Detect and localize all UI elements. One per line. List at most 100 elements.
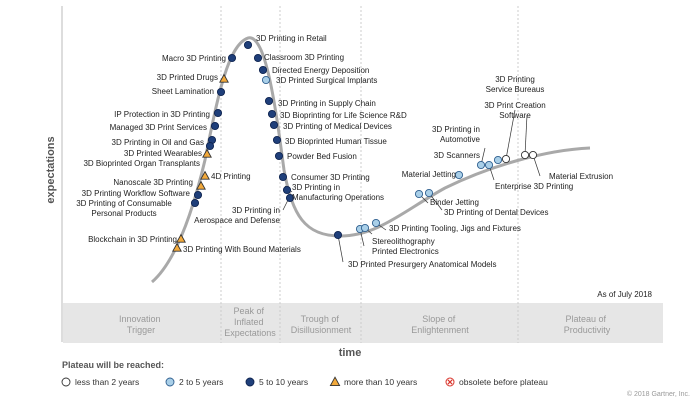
x-axis-label: time [339, 347, 362, 359]
copyright: © 2018 Gartner, Inc. [627, 390, 690, 398]
tech-marker-circle-icon [414, 189, 424, 199]
tech-marker-triangle-icon [172, 242, 182, 252]
tech-marker-circle-icon [285, 193, 295, 203]
legend-red-x-circle-icon [445, 377, 455, 387]
tech-label: 3D Printing in Oil and Gas [112, 138, 205, 147]
legend-light-blue-circle-icon [165, 377, 175, 387]
tech-marker-circle-icon [493, 155, 503, 165]
leader-line [524, 114, 528, 156]
tech-label: Sheet Lamination [152, 87, 214, 96]
tech-marker-triangle-icon [200, 170, 210, 180]
tech-label: Directed Energy Deposition [272, 66, 369, 75]
legend-item-label: less than 2 years [75, 377, 139, 387]
tech-label: 3D Scanners [434, 151, 480, 160]
tech-label: Consumer 3D Printing [291, 173, 370, 182]
tech-label: 3D Printing Tooling, Jigs and Fixtures [389, 224, 521, 233]
as-of-date: As of July 2018 [597, 290, 652, 299]
tech-marker-circle-icon [282, 185, 292, 195]
tech-marker-circle-icon [216, 87, 226, 97]
legend-white-circle-icon [61, 377, 71, 387]
phase-label-trough: Trough of Disillusionment [291, 314, 352, 335]
tech-marker-circle-icon [267, 109, 277, 119]
tech-marker-circle-icon [484, 160, 494, 170]
tech-marker-circle-icon [269, 120, 279, 130]
tech-marker-circle-icon [278, 172, 288, 182]
tech-marker-circle-icon [243, 40, 253, 50]
tech-label: 3D Printing in Automotive [432, 125, 481, 144]
legend-item-label: 2 to 5 years [179, 377, 223, 387]
tech-marker-circle-icon [258, 65, 268, 75]
legend-dark-blue-circle-icon [245, 377, 255, 387]
tech-label: Managed 3D Print Services [110, 123, 207, 132]
tech-marker-circle-icon [213, 108, 223, 118]
leader-line [337, 234, 344, 263]
tech-label: 3D Printed Presurgery Anatomical Models [348, 260, 497, 269]
phase-label-innovation-trigger: Innovation Trigger [119, 314, 163, 335]
tech-marker-circle-icon [210, 121, 220, 131]
tech-label: Material Extrusion [549, 172, 613, 181]
tech-marker-circle-icon [424, 188, 434, 198]
tech-label: 3D Bioprinting for Life Science R&D [280, 111, 407, 120]
tech-label: Stereolithography [372, 237, 435, 246]
tech-marker-circle-icon [360, 223, 370, 233]
tech-marker-circle-icon [274, 151, 284, 161]
tech-marker-triangle-icon [176, 233, 186, 243]
tech-marker-circle-icon [371, 218, 381, 228]
tech-label: Blockchain in 3D Printing [88, 235, 177, 244]
legend-orange-triangle-icon [329, 376, 341, 387]
tech-marker-circle-icon [528, 150, 538, 160]
tech-marker-triangle-icon [196, 180, 206, 190]
tech-marker-circle-icon [454, 170, 464, 180]
tech-marker-circle-icon [205, 141, 215, 151]
legend-item-label: 5 to 10 years [259, 377, 308, 387]
phase-band [63, 303, 663, 343]
tech-label: Classroom 3D Printing [264, 53, 344, 62]
tech-marker-circle-icon [227, 53, 237, 63]
tech-label: Enterprise 3D Printing [495, 182, 573, 191]
tech-label: 4D Printing [211, 172, 251, 181]
tech-marker-circle-icon [193, 190, 203, 200]
tech-label: 3D Printing of Dental Devices [444, 208, 549, 217]
tech-label: Nanoscale 3D Printing [113, 178, 193, 187]
tech-label: 3D Printing of Medical Devices [283, 122, 392, 131]
tech-marker-circle-icon [476, 160, 486, 170]
tech-marker-circle-icon [190, 198, 200, 208]
tech-marker-triangle-icon [202, 148, 212, 158]
tech-label: 3D Printing Workflow Software [82, 189, 191, 198]
tech-label: Macro 3D Printing [162, 54, 226, 63]
tech-label: 3D Printed Wearables [124, 149, 202, 158]
legend-title: Plateau will be reached: [62, 360, 164, 370]
tech-marker-triangle-icon [219, 73, 229, 83]
hype-curve [151, 36, 591, 284]
tech-marker-circle-icon [253, 53, 263, 63]
tech-label: 3D Printing in Aerospace and Defense [194, 206, 280, 225]
tech-marker-circle-icon [264, 96, 274, 106]
tech-label: 3D Printed Surgical Implants [276, 76, 377, 85]
legend-item-label: more than 10 years [344, 377, 417, 387]
tech-label: Powder Bed Fusion [287, 152, 357, 161]
tech-label: IP Protection in 3D Printing [114, 110, 210, 119]
tech-label: 3D Printed Drugs [157, 73, 218, 82]
tech-label: Binder Jetting [430, 198, 479, 207]
tech-marker-circle-icon [272, 135, 282, 145]
tech-label: 3D Printing of Consumable Personal Produc… [76, 199, 172, 218]
phase-label-peak: Peak of Inflated Expectations [224, 306, 276, 338]
tech-label: Printed Electronics [372, 247, 439, 256]
phase-label-plateau: Plateau of Productivity [564, 314, 611, 335]
tech-label: 3D Printing in Manufacturing Operations [292, 183, 384, 202]
tech-label: 3D Bioprinted Human Tissue [285, 137, 387, 146]
tech-label: Material Jetting [402, 170, 456, 179]
tech-marker-circle-icon [333, 230, 343, 240]
leader-line [505, 109, 516, 160]
tech-label: 3D Printing in Supply Chain [278, 99, 376, 108]
tech-marker-circle-icon [501, 154, 511, 164]
tech-label: 3D Printing Service Bureaus [486, 75, 545, 94]
y-axis-label: expectations [45, 136, 57, 203]
legend-item-label: obsolete before plateau [459, 377, 548, 387]
tech-marker-circle-icon [261, 75, 271, 85]
tech-label: 3D Bioprinted Organ Transplants [83, 159, 200, 168]
tech-label: 3D Printing With Bound Materials [183, 245, 301, 254]
tech-label: 3D Printing in Retail [256, 34, 327, 43]
